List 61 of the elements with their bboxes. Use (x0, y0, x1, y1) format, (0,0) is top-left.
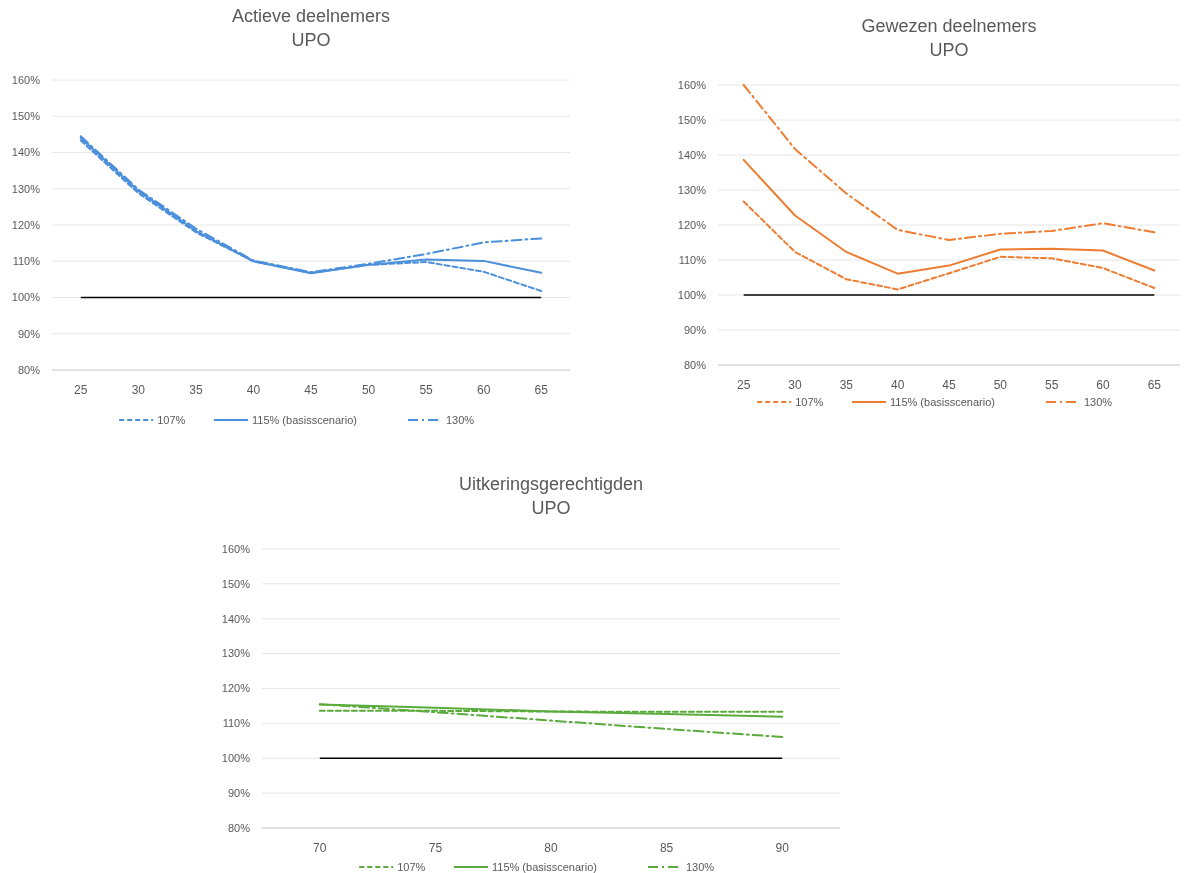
y-tick-label: 110% (678, 253, 707, 266)
x-tick-label: 65 (1147, 378, 1162, 393)
y-tick-label: 160% (11, 73, 41, 86)
legend-label: 115% (basisscenario) (492, 860, 597, 873)
y-tick-label: 100% (221, 752, 251, 765)
y-tick-label: 160% (677, 78, 707, 91)
x-tick-label: 35 (189, 383, 203, 398)
x-tick-label: 25 (74, 383, 88, 398)
y-tick-label: 80% (227, 821, 251, 834)
chart-title: Actieve deelnemers UPO (231, 6, 391, 50)
y-tick-label: 120% (677, 218, 707, 231)
y-tick-label: 120% (221, 682, 251, 695)
legend-label: 130% (1084, 395, 1113, 408)
x-tick-label: 25 (736, 378, 751, 393)
x-tick-label: 30 (788, 378, 802, 393)
y-tick-label: 140% (677, 148, 707, 161)
x-tick-label: 70 (313, 841, 327, 856)
y-tick-label: 90% (17, 327, 41, 340)
x-tick-label: 55 (419, 383, 434, 398)
legend-label: 107% (397, 860, 426, 873)
x-tick-label: 35 (839, 378, 854, 393)
legend-label: 115% (basisscenario) (252, 413, 357, 426)
x-tick-label: 40 (246, 383, 261, 398)
y-tick-label: 150% (677, 113, 707, 126)
chart-title: Gewezen deelnemers UPO (861, 16, 1037, 60)
y-tick-label: 110% (222, 717, 251, 730)
legend-label: 115% (basisscenario) (890, 395, 995, 408)
y-tick-label: 100% (677, 288, 707, 301)
y-tick-label: 110% (12, 255, 41, 268)
y-tick-label: 130% (677, 183, 707, 196)
legend-label: 107% (157, 413, 186, 426)
x-tick-label: 85 (659, 841, 674, 856)
x-tick-label: 80 (544, 841, 558, 856)
y-tick-label: 90% (227, 786, 251, 799)
legend-label: 130% (446, 413, 475, 426)
y-tick-label: 80% (17, 363, 41, 376)
x-tick-label: 30 (131, 383, 146, 398)
y-tick-label: 120% (11, 218, 41, 231)
y-tick-label: 140% (221, 612, 251, 625)
x-tick-label: 55 (1044, 378, 1059, 393)
x-tick-label: 60 (1096, 378, 1110, 393)
x-tick-label: 50 (993, 378, 1008, 393)
x-tick-label: 50 (361, 383, 376, 398)
y-tick-label: 130% (11, 182, 41, 195)
x-tick-label: 75 (428, 841, 443, 856)
y-tick-label: 150% (221, 577, 251, 590)
x-tick-label: 40 (890, 378, 905, 393)
x-tick-label: 90 (775, 841, 790, 856)
y-tick-label: 160% (221, 542, 251, 555)
y-tick-label: 130% (221, 647, 251, 660)
y-tick-label: 140% (11, 146, 41, 159)
y-tick-label: 150% (11, 110, 41, 123)
y-tick-label: 100% (11, 291, 41, 304)
x-tick-label: 45 (942, 378, 956, 393)
y-tick-label: 90% (683, 323, 707, 336)
legend-label: 107% (795, 395, 824, 408)
x-tick-label: 65 (534, 383, 549, 398)
chart-title: Uitkeringsgerechtigden UPO (458, 474, 644, 518)
x-tick-label: 60 (476, 383, 491, 398)
x-tick-label: 45 (304, 383, 318, 398)
y-tick-label: 80% (683, 358, 707, 371)
